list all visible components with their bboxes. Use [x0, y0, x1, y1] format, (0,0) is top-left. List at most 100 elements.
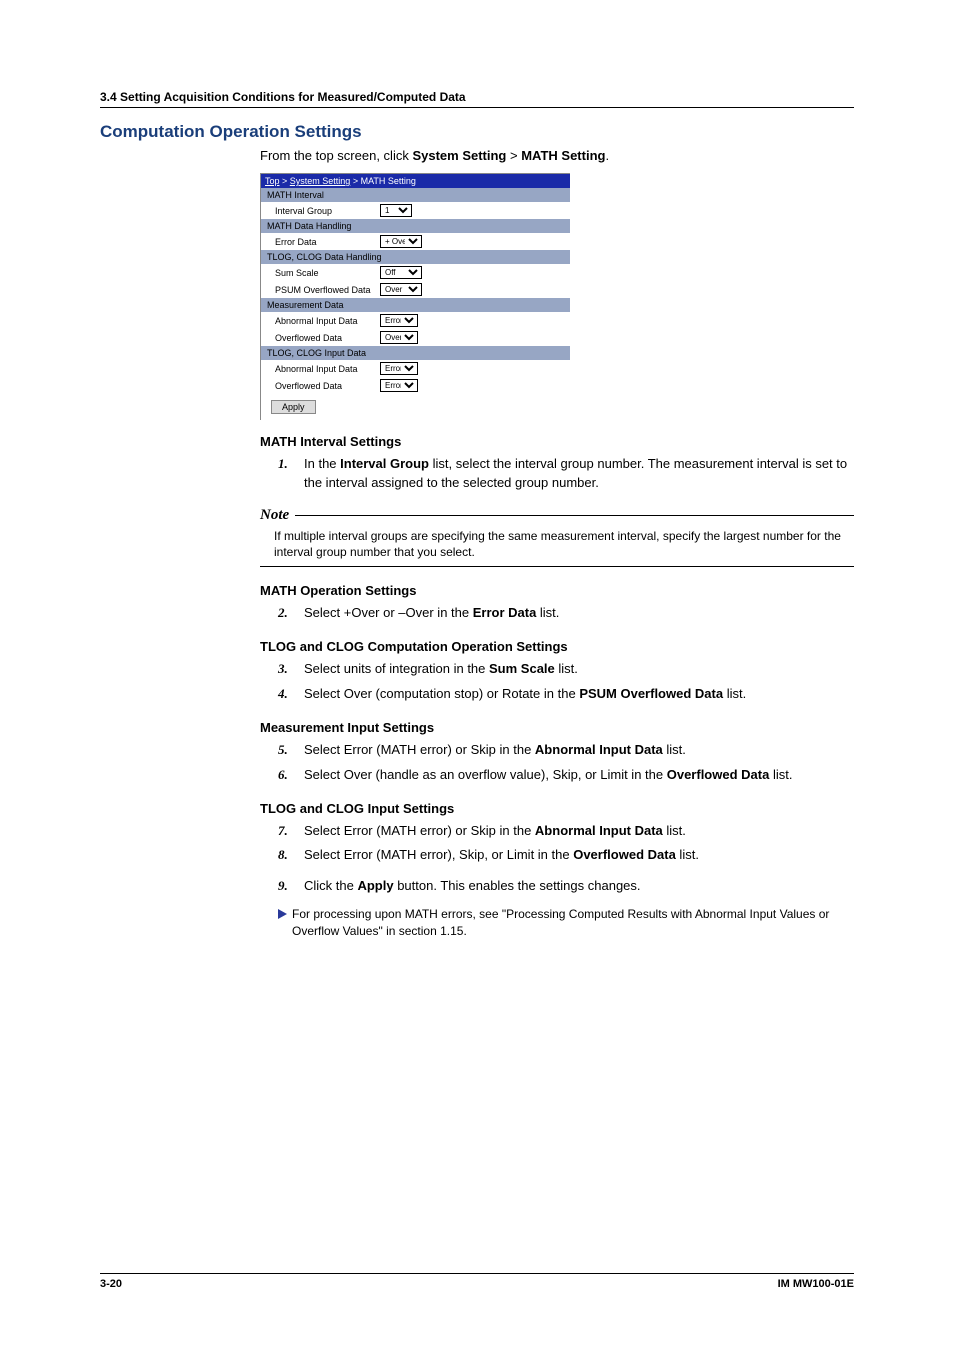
step-1: 1. In the Interval Group list, select th… [260, 455, 854, 493]
select-error-data[interactable]: + Over [380, 235, 422, 248]
step-num-7: 7. [278, 822, 304, 841]
label-psum-overflow: PSUM Overflowed Data [275, 285, 380, 295]
step-num-9: 9. [278, 877, 304, 896]
step-3: 3. Select units of integration in the Su… [260, 660, 854, 679]
select-abnormal-input-1[interactable]: Error [380, 314, 418, 327]
group-math-interval: MATH Interval [261, 188, 570, 202]
reference-text: For processing upon MATH errors, see "Pr… [292, 906, 854, 941]
t7b: Abnormal Input Data [535, 823, 663, 838]
row-sum-scale: Sum Scale Off [261, 264, 570, 281]
intro-prefix: From the top screen, click [260, 148, 412, 163]
row-psum-overflow: PSUM Overflowed Data Over [261, 281, 570, 298]
step-5: 5. Select Error (MATH error) or Skip in … [260, 741, 854, 760]
t7c: list. [663, 823, 686, 838]
label-interval-group: Interval Group [275, 206, 380, 216]
crumb-system[interactable]: System Setting [290, 176, 351, 186]
note-rule-icon [295, 515, 854, 516]
reference-block: For processing upon MATH errors, see "Pr… [278, 906, 854, 941]
t6b: Overflowed Data [667, 767, 770, 782]
step-2: 2. Select +Over or –Over in the Error Da… [260, 604, 854, 623]
step-num-6: 6. [278, 766, 304, 785]
t3a: Select units of integration in the [304, 661, 489, 676]
t9c: button. This enables the settings change… [394, 878, 641, 893]
label-abnormal-input-2: Abnormal Input Data [275, 364, 380, 374]
t5a: Select Error (MATH error) or Skip in the [304, 742, 535, 757]
step-7: 7. Select Error (MATH error) or Skip in … [260, 822, 854, 841]
intro-suffix: . [605, 148, 609, 163]
label-abnormal-input-1: Abnormal Input Data [275, 316, 380, 326]
row-error-data: Error Data + Over [261, 233, 570, 250]
t9b: Apply [357, 878, 393, 893]
doc-id: IM MW100-01E [778, 1278, 854, 1290]
crumb-math: MATH Setting [361, 176, 416, 186]
label-sum-scale: Sum Scale [275, 268, 380, 278]
t3b: Sum Scale [489, 661, 555, 676]
t5b: Abnormal Input Data [535, 742, 663, 757]
page-number: 3-20 [100, 1278, 122, 1290]
t2a: Select +Over or –Over in the [304, 605, 473, 620]
step-6: 6. Select Over (handle as an overflow va… [260, 766, 854, 785]
step-4: 4. Select Over (computation stop) or Rot… [260, 685, 854, 704]
t2c: list. [536, 605, 559, 620]
breadcrumb: Top > System Setting > MATH Setting [261, 174, 570, 188]
row-abnormal-input-2: Abnormal Input Data Error [261, 360, 570, 377]
note-body: If multiple interval groups are specifyi… [260, 528, 854, 568]
step-num-4: 4. [278, 685, 304, 704]
step-num-5: 5. [278, 741, 304, 760]
intro-path2: MATH Setting [521, 148, 605, 163]
heading-math-op: MATH Operation Settings [260, 583, 854, 598]
step-9: 9. Click the Apply button. This enables … [260, 877, 854, 896]
select-interval-group[interactable]: 1 [380, 204, 412, 217]
t9a: Click the [304, 878, 357, 893]
intro-path1: System Setting [412, 148, 506, 163]
t4c: list. [723, 686, 746, 701]
t4b: PSUM Overflowed Data [579, 686, 723, 701]
note-block: Note If multiple interval groups are spe… [260, 507, 854, 568]
page-title: Computation Operation Settings [100, 122, 854, 142]
intro-text: From the top screen, click System Settin… [260, 148, 854, 163]
group-tlog-clog-data: TLOG, CLOG Data Handling [261, 250, 570, 264]
group-measurement-data: Measurement Data [261, 298, 570, 312]
step-8: 8. Select Error (MATH error), Skip, or L… [260, 846, 854, 865]
t3c: list. [555, 661, 578, 676]
select-abnormal-input-2[interactable]: Error [380, 362, 418, 375]
heading-tlog-input: TLOG and CLOG Input Settings [260, 801, 854, 816]
heading-tlog-comp: TLOG and CLOG Computation Operation Sett… [260, 639, 854, 654]
t2b: Error Data [473, 605, 537, 620]
row-overflowed-1: Overflowed Data Over [261, 329, 570, 346]
heading-math-interval: MATH Interval Settings [260, 434, 854, 449]
page-footer: 3-20 IM MW100-01E [100, 1273, 854, 1290]
apply-button[interactable]: Apply [271, 400, 316, 414]
row-overflowed-2: Overflowed Data Error [261, 377, 570, 394]
t4a: Select Over (computation stop) or Rotate… [304, 686, 579, 701]
row-interval-group: Interval Group 1 [261, 202, 570, 219]
select-overflowed-1[interactable]: Over [380, 331, 418, 344]
note-label: Note [260, 507, 295, 524]
crumb-top[interactable]: Top [265, 176, 280, 186]
select-psum-overflow[interactable]: Over [380, 283, 422, 296]
group-math-data: MATH Data Handling [261, 219, 570, 233]
t1a: In the [304, 456, 340, 471]
select-overflowed-2[interactable]: Error [380, 379, 418, 392]
t1b: Interval Group [340, 456, 429, 471]
select-sum-scale[interactable]: Off [380, 266, 422, 279]
running-header: 3.4 Setting Acquisition Conditions for M… [100, 90, 854, 108]
step-num-8: 8. [278, 846, 304, 865]
t8c: list. [676, 847, 699, 862]
intro-sep: > [506, 148, 521, 163]
step-num-1: 1. [278, 455, 304, 493]
heading-meas-input: Measurement Input Settings [260, 720, 854, 735]
label-overflowed-2: Overflowed Data [275, 381, 380, 391]
label-overflowed-1: Overflowed Data [275, 333, 380, 343]
t6a: Select Over (handle as an overflow value… [304, 767, 667, 782]
t8b: Overflowed Data [573, 847, 676, 862]
arrow-icon [278, 909, 287, 919]
t8a: Select Error (MATH error), Skip, or Limi… [304, 847, 573, 862]
step-num-2: 2. [278, 604, 304, 623]
step-num-3: 3. [278, 660, 304, 679]
t6c: list. [769, 767, 792, 782]
group-tlog-clog-input: TLOG, CLOG Input Data [261, 346, 570, 360]
t7a: Select Error (MATH error) or Skip in the [304, 823, 535, 838]
label-error-data: Error Data [275, 237, 380, 247]
settings-panel: Top > System Setting > MATH Setting MATH… [260, 173, 570, 420]
